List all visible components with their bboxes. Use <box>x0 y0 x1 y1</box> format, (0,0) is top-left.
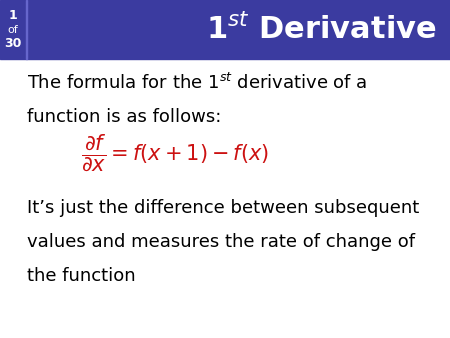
Text: It’s just the difference between subsequent: It’s just the difference between subsequ… <box>27 199 419 217</box>
Text: $\dfrac{\partial f}{\partial x} = f(x+1) - f(x)$: $\dfrac{\partial f}{\partial x} = f(x+1)… <box>81 132 269 172</box>
Text: 1: 1 <box>9 9 18 22</box>
Text: values and measures the rate of change of: values and measures the rate of change o… <box>27 233 415 251</box>
Text: 30: 30 <box>4 37 22 50</box>
Bar <box>0 0 450 59</box>
Text: of: of <box>8 25 18 34</box>
Text: 1$^{st}$ Derivative: 1$^{st}$ Derivative <box>206 14 436 45</box>
Text: the function: the function <box>27 267 135 285</box>
Text: function is as follows:: function is as follows: <box>27 108 221 126</box>
Text: The formula for the 1$^{st}$ derivative of a: The formula for the 1$^{st}$ derivative … <box>27 73 367 93</box>
Bar <box>26 0 27 59</box>
